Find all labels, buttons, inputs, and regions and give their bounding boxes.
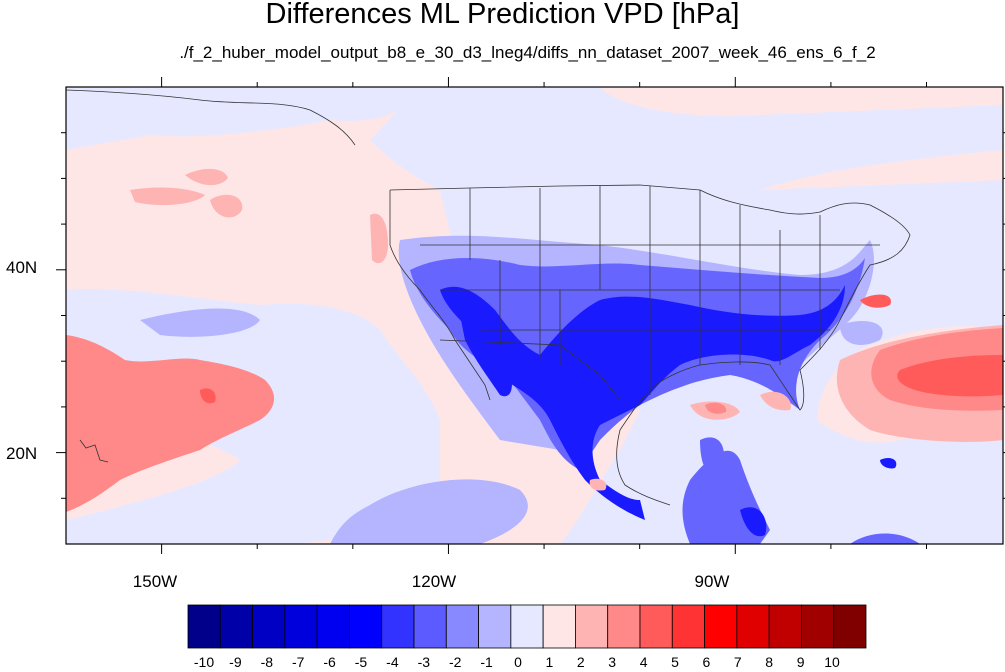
lon-label-150w: 150W	[132, 572, 178, 591]
colorbar-label: 9	[796, 654, 805, 670]
positive-3-regions	[200, 294, 1003, 404]
map-field	[66, 87, 1003, 544]
colorbar-label: 10	[824, 654, 840, 670]
colorbar-label: 5	[671, 654, 679, 670]
colorbar-swatch	[704, 604, 738, 649]
lon-label-120w: 120W	[411, 572, 457, 591]
colorbar-label: 0	[514, 654, 522, 670]
colorbar-swatch	[478, 604, 512, 649]
colorbar-swatch	[833, 604, 867, 649]
colorbar-label: -6	[323, 654, 336, 670]
colorbar-swatch	[736, 604, 770, 649]
colorbar-label: -9	[229, 654, 242, 670]
colorbar-swatch	[575, 604, 609, 649]
colorbar-swatch	[542, 604, 576, 649]
colorbar-swatch	[671, 604, 705, 649]
negative-5-regions	[440, 285, 897, 537]
colorbar-label: -7	[291, 654, 305, 670]
colorbar-label: -1	[480, 654, 493, 670]
colorbar-swatch	[252, 604, 286, 649]
colorbar-label: 1	[545, 654, 554, 670]
colorbar-label: -8	[260, 654, 274, 670]
colorbar-label: -5	[354, 654, 368, 670]
colorbar-swatch	[510, 604, 544, 649]
colorbar-swatch	[316, 604, 350, 649]
colorbar-swatch	[607, 604, 641, 649]
colorbar-label: 6	[702, 654, 711, 670]
colorbar-swatch	[381, 604, 415, 649]
lat-label-40n: 40N	[6, 258, 38, 277]
lat-label-20n: 20N	[6, 444, 38, 463]
colorbar-swatch	[639, 604, 673, 649]
colorbar-label: 4	[639, 654, 648, 670]
colorbar-label: 8	[765, 654, 774, 670]
colorbar	[187, 604, 867, 649]
colorbar-label: 7	[733, 654, 742, 670]
lon-label-90w: 90W	[694, 572, 730, 591]
colorbar-label: -3	[417, 654, 431, 670]
colorbar-label: -2	[448, 654, 462, 670]
colorbar-swatch	[219, 604, 253, 649]
colorbar-swatch	[413, 604, 447, 649]
colorbar-swatch	[284, 604, 318, 649]
colorbar-label: 2	[576, 654, 585, 670]
coastlines-and-borders	[66, 89, 911, 506]
colorbar-label: -10	[193, 654, 215, 670]
colorbar-label: 3	[608, 654, 617, 670]
colorbar-swatch	[801, 604, 835, 649]
axis-ticks	[56, 77, 1005, 554]
colorbar-swatch	[187, 604, 221, 649]
chart-title: Differences ML Prediction VPD [hPa]	[265, 0, 740, 30]
colorbar-label: -4	[386, 654, 399, 670]
colorbar-swatch	[445, 604, 479, 649]
colorbar-swatch	[768, 604, 802, 649]
colorbar-swatch	[349, 604, 383, 649]
chart-subtitle: ./f_2_huber_model_output_b8_e_30_d3_lneg…	[179, 43, 876, 62]
